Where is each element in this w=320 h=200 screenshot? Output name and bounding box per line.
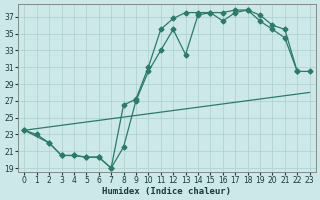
X-axis label: Humidex (Indice chaleur): Humidex (Indice chaleur): [102, 187, 231, 196]
